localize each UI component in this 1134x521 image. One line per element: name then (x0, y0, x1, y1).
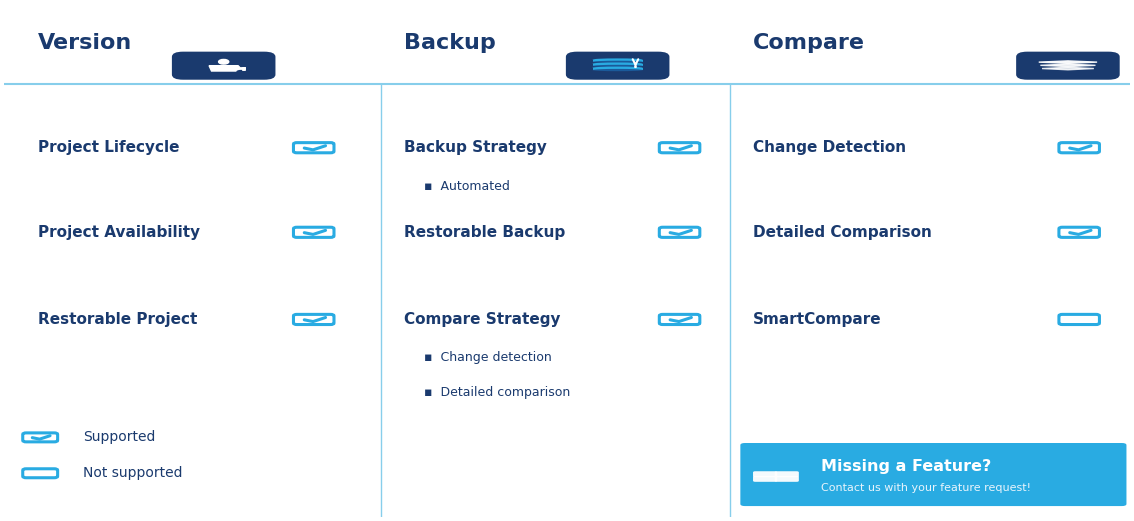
Ellipse shape (593, 65, 643, 67)
Bar (593, 59, 643, 62)
FancyBboxPatch shape (294, 314, 335, 325)
Bar (593, 68, 643, 70)
FancyBboxPatch shape (294, 227, 335, 238)
Text: Change Detection: Change Detection (753, 140, 906, 155)
Text: ▪  Change detection: ▪ Change detection (424, 351, 552, 364)
FancyBboxPatch shape (172, 52, 276, 80)
FancyBboxPatch shape (659, 227, 700, 238)
Ellipse shape (593, 63, 643, 65)
Text: Backup: Backup (404, 33, 496, 53)
FancyBboxPatch shape (741, 443, 1126, 506)
FancyBboxPatch shape (1016, 52, 1119, 80)
Ellipse shape (593, 58, 643, 61)
Text: Missing a Feature?: Missing a Feature? (821, 459, 991, 474)
FancyBboxPatch shape (775, 471, 798, 477)
Bar (593, 64, 643, 66)
Text: Not supported: Not supported (83, 466, 183, 480)
Text: SmartCompare: SmartCompare (753, 312, 881, 327)
FancyBboxPatch shape (23, 433, 58, 442)
FancyBboxPatch shape (659, 143, 700, 153)
Polygon shape (1040, 64, 1095, 67)
Polygon shape (209, 66, 238, 71)
Text: ▪  Automated: ▪ Automated (424, 180, 510, 193)
Text: Compare Strategy: Compare Strategy (404, 312, 560, 327)
Text: Contact us with your feature request!: Contact us with your feature request! (821, 483, 1032, 493)
Polygon shape (1039, 61, 1097, 64)
Text: Version: Version (37, 33, 133, 53)
Text: Detailed Comparison: Detailed Comparison (753, 225, 932, 240)
FancyBboxPatch shape (775, 476, 798, 482)
Polygon shape (1042, 67, 1094, 70)
Ellipse shape (593, 61, 643, 63)
FancyBboxPatch shape (1059, 314, 1100, 325)
Text: Backup Strategy: Backup Strategy (404, 140, 547, 155)
Text: ▪  Detailed comparison: ▪ Detailed comparison (424, 386, 570, 399)
Ellipse shape (593, 69, 643, 71)
FancyBboxPatch shape (1059, 143, 1100, 153)
FancyBboxPatch shape (566, 52, 669, 80)
Text: Project Lifecycle: Project Lifecycle (37, 140, 179, 155)
FancyBboxPatch shape (1059, 227, 1100, 238)
Text: Compare: Compare (753, 33, 865, 53)
Text: Restorable Project: Restorable Project (37, 312, 197, 327)
Text: Restorable Backup: Restorable Backup (404, 225, 565, 240)
Ellipse shape (593, 67, 643, 69)
FancyBboxPatch shape (753, 476, 777, 482)
Text: Project Availability: Project Availability (37, 225, 200, 240)
FancyBboxPatch shape (659, 314, 700, 325)
Text: Supported: Supported (83, 430, 155, 444)
FancyBboxPatch shape (23, 469, 58, 478)
FancyBboxPatch shape (294, 143, 335, 153)
Circle shape (219, 59, 229, 64)
FancyBboxPatch shape (753, 471, 777, 477)
